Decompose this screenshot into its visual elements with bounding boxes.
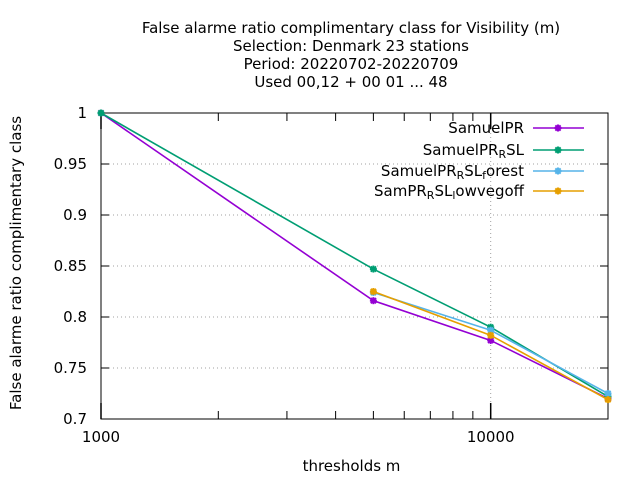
legend-item: SamuelPR — [448, 119, 584, 137]
y-tick-label: 1 — [77, 104, 87, 122]
legend-label: SamuelPR — [448, 119, 524, 137]
axis-ticks: 0.7 0.75 0.8 0.85 0.9 0.95 1 1000 10000 — [54, 104, 608, 446]
data-point — [369, 297, 377, 305]
title-line: False alarme ratio complimentary class f… — [142, 19, 560, 37]
title-line: Selection: Denmark 23 stations — [233, 37, 469, 55]
y-tick-label: 0.95 — [54, 155, 87, 173]
data-point — [554, 124, 562, 132]
legend: SamuelPR SamuelPRRSLSamuelPRRSLforestSamP… — [374, 119, 584, 202]
x-tick-label: 1000 — [82, 428, 120, 446]
grid — [101, 113, 608, 419]
series-0 — [97, 109, 612, 403]
y-axis-label: False alarme ratio complimentary class — [7, 116, 25, 410]
data-point — [97, 109, 105, 117]
data-point — [554, 146, 562, 154]
y-tick-label: 0.85 — [54, 257, 87, 275]
legend-item: SamuelPRRSL — [423, 141, 584, 161]
data-point — [369, 265, 377, 273]
y-tick-label: 0.8 — [63, 308, 87, 326]
title-line: Period: 20220702-20220709 — [244, 55, 459, 73]
data-point — [604, 396, 612, 404]
series-lines — [97, 109, 612, 404]
y-tick-label: 0.7 — [63, 410, 87, 428]
chart-title: False alarme ratio complimentary class f… — [142, 19, 560, 91]
y-tick-label: 0.75 — [54, 359, 87, 377]
series-3 — [369, 288, 612, 404]
legend-item: SamuelPRRSLforest — [381, 162, 584, 182]
data-point — [487, 331, 495, 339]
x-tick-label: 10000 — [467, 428, 515, 446]
series-line — [100, 112, 609, 398]
data-point — [554, 167, 562, 175]
series-line — [100, 112, 609, 400]
title-line: Used 00,12 + 00 01 ... 48 — [254, 73, 447, 91]
y-tick-label: 0.9 — [63, 206, 87, 224]
x-axis-label: thresholds m — [303, 457, 401, 475]
legend-label: SamuelPRRSL — [423, 141, 525, 161]
data-point — [369, 288, 377, 295]
legend-label: SamuelPRRSLforest — [381, 162, 524, 182]
data-point — [604, 390, 612, 397]
legend-label: SamPRRSLlowvegoff — [374, 182, 525, 202]
legend-item: SamPRRSLlowvegoff — [374, 182, 584, 202]
series-1 — [97, 109, 612, 401]
data-point — [554, 187, 562, 195]
